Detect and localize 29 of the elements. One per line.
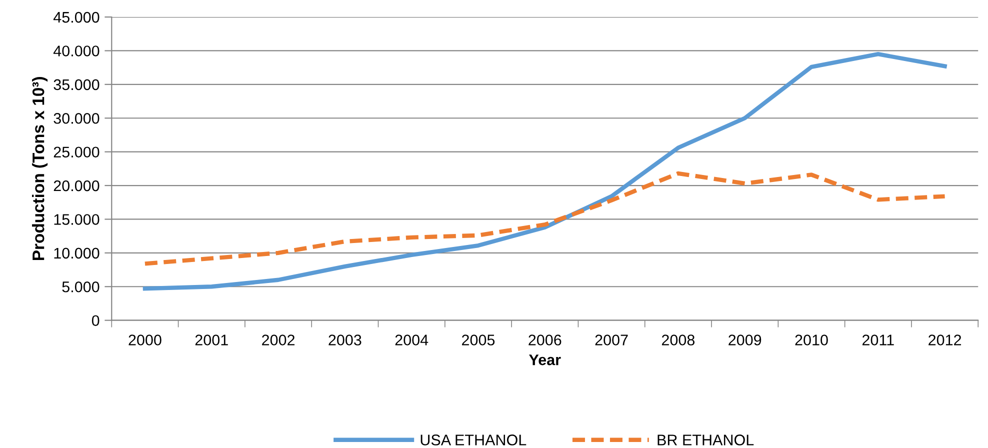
x-tick-label: 2003 xyxy=(328,334,362,346)
x-tick-label: 2012 xyxy=(928,334,962,346)
x-tick-label: 2009 xyxy=(728,334,762,346)
legend-label: BR ETHANOL xyxy=(658,434,754,446)
legend-label: USA ETHANOL xyxy=(420,434,526,446)
y-tick-label: 5.000 xyxy=(62,281,100,292)
y-tick-label: 30.000 xyxy=(54,112,100,124)
x-tick-label: 2011 xyxy=(862,334,894,346)
x-tick-label: 2006 xyxy=(528,334,562,346)
line-series xyxy=(142,52,947,291)
x-tick-label: 2000 xyxy=(128,334,162,346)
y-tick-label: 10.000 xyxy=(54,248,100,259)
x-tick-label: 2010 xyxy=(795,334,828,346)
x-tick-label: 2002 xyxy=(262,334,294,346)
y-tick-label: 0 xyxy=(92,315,100,326)
line-series xyxy=(142,171,947,266)
x-tick-label: 2007 xyxy=(595,334,628,346)
y-tick-label: 35.000 xyxy=(54,79,100,90)
y-tick-label: 15.000 xyxy=(54,214,100,225)
y-axis-title: Production (Tons x 10³) xyxy=(32,77,48,260)
y-tick-label: 25.000 xyxy=(54,146,100,158)
x-tick-label: 2005 xyxy=(462,334,495,346)
y-tick-label: 20.000 xyxy=(54,180,100,192)
y-tick-label: 40.000 xyxy=(53,46,100,56)
y-tick-label: 45.000 xyxy=(53,12,100,23)
x-tick-label: 2004 xyxy=(395,334,428,346)
x-axis-title: Year xyxy=(529,354,561,366)
x-tick-label: 2008 xyxy=(662,334,695,346)
x-tick-label: 2001 xyxy=(195,334,228,346)
